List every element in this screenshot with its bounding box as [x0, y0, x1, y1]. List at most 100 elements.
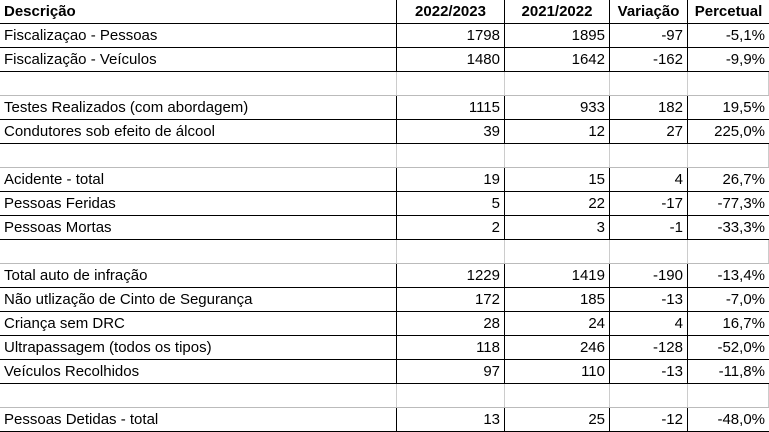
- cell: Total auto de infração: [0, 264, 397, 287]
- cell: 15: [505, 168, 610, 191]
- header-cell: Variação: [610, 0, 688, 23]
- cell: [505, 384, 610, 407]
- header-cell: 2021/2022: [505, 0, 610, 23]
- cell: [505, 72, 610, 95]
- cell: [610, 72, 688, 95]
- header-cell: Descrição: [0, 0, 397, 23]
- data-row: Condutores sob efeito de álcool 39 12 27 225…: [0, 120, 769, 144]
- cell: -48,0%: [717, 411, 765, 428]
- header-cell: Percetual: [694, 3, 763, 20]
- cell: 19: [397, 168, 505, 191]
- cell: [397, 384, 505, 407]
- cell: -13: [610, 288, 688, 311]
- data-row: Não utlização de Cinto de Segurança 172 18…: [0, 288, 769, 312]
- cell: 24: [505, 312, 610, 335]
- cell: -5,1%: [725, 27, 765, 44]
- cell: 19,5%: [722, 99, 765, 116]
- cell: 13: [397, 408, 505, 431]
- cell: 1895: [505, 24, 610, 47]
- cell: -128: [610, 336, 688, 359]
- cell: -162: [610, 48, 688, 71]
- cell: 933: [505, 96, 610, 119]
- cell: [688, 240, 769, 263]
- cell: [397, 72, 505, 95]
- separator-row: [0, 72, 769, 96]
- cell: 172: [397, 288, 505, 311]
- cell: -12: [610, 408, 688, 431]
- cell: 5: [397, 192, 505, 215]
- data-row: Veículos Recolhidos 97 110 -13 -11,8%: [0, 360, 769, 384]
- cell: -13: [610, 360, 688, 383]
- cell: 16,7%: [722, 315, 765, 332]
- cell: 27: [610, 120, 688, 143]
- cell: -7,0%: [725, 291, 765, 308]
- cell: 4: [610, 168, 688, 191]
- cell: 1798: [397, 24, 505, 47]
- cell: 22: [505, 192, 610, 215]
- cell: 1229: [397, 264, 505, 287]
- cell: [0, 144, 397, 167]
- cell: 28: [397, 312, 505, 335]
- header-row: Descrição 2022/2023 2021/2022 Variação Perce…: [0, 0, 769, 24]
- cell: [610, 384, 688, 407]
- cell: -33,3%: [717, 219, 765, 236]
- data-row: Pessoas Mortas 2 3 -1 -33,3%: [0, 216, 769, 240]
- cell: Criança sem DRC: [0, 312, 397, 335]
- cell: -190: [610, 264, 688, 287]
- cell: -97: [610, 24, 688, 47]
- cell: -1: [610, 216, 688, 239]
- cell: [610, 240, 688, 263]
- cell: 1642: [505, 48, 610, 71]
- cell: 225,0%: [714, 123, 765, 140]
- cell: 1419: [505, 264, 610, 287]
- data-row: Pessoas Feridas 5 22 -17 -77,3%: [0, 192, 769, 216]
- cell: -11,8%: [718, 363, 765, 380]
- cell: 118: [397, 336, 505, 359]
- cell: 4: [610, 312, 688, 335]
- cell: [397, 144, 505, 167]
- cell: [505, 240, 610, 263]
- cell: Ultrapassagem (todos os tipos): [0, 336, 397, 359]
- cell: 97: [397, 360, 505, 383]
- cell: -17: [610, 192, 688, 215]
- cell: Pessoas Feridas: [0, 192, 397, 215]
- data-row: Criança sem DRC 28 24 4 16,7%: [0, 312, 769, 336]
- cell: 182: [610, 96, 688, 119]
- cell: 110: [505, 360, 610, 383]
- data-row: Total auto de infração 1229 1419 -190 -13,4%: [0, 264, 769, 288]
- cell: -13,4%: [717, 267, 765, 284]
- data-row: Testes Realizados (com abordagem) 1115 933…: [0, 96, 769, 120]
- data-row: Ultrapassagem (todos os tipos) 118 246 -128…: [0, 336, 769, 360]
- cell: -52,0%: [717, 339, 765, 356]
- cell: [688, 384, 769, 407]
- cell: Pessoas Detidas - total: [0, 408, 397, 431]
- cell: 3: [505, 216, 610, 239]
- cell: 2: [397, 216, 505, 239]
- cell: 39: [397, 120, 505, 143]
- cell: 1480: [397, 48, 505, 71]
- cell: [688, 144, 769, 167]
- data-row: Acidente - total 19 15 4 26,7%: [0, 168, 769, 192]
- cell: Não utlização de Cinto de Segurança: [0, 288, 397, 311]
- cell: 26,7%: [722, 171, 765, 188]
- separator-row: [0, 240, 769, 264]
- cell: [688, 72, 769, 95]
- cell: Fiscalização - Veículos: [0, 48, 397, 71]
- separator-row: [0, 144, 769, 168]
- data-row: Fiscalizaçao - Pessoas 1798 1895 -97 -5,1%: [0, 24, 769, 48]
- data-row: Pessoas Detidas - total 13 25 -12 -48,0%: [0, 408, 769, 432]
- cell: [0, 384, 397, 407]
- cell: 246: [505, 336, 610, 359]
- cell: [0, 72, 397, 95]
- cell: Acidente - total: [0, 168, 397, 191]
- cell: Pessoas Mortas: [0, 216, 397, 239]
- cell: 1115: [397, 96, 505, 119]
- header-cell: 2022/2023: [397, 0, 505, 23]
- cell: -77,3%: [717, 195, 765, 212]
- cell: [397, 240, 505, 263]
- cell: 12: [505, 120, 610, 143]
- cell: 25: [505, 408, 610, 431]
- cell: -9,9%: [725, 51, 765, 68]
- cell: Testes Realizados (com abordagem): [0, 96, 397, 119]
